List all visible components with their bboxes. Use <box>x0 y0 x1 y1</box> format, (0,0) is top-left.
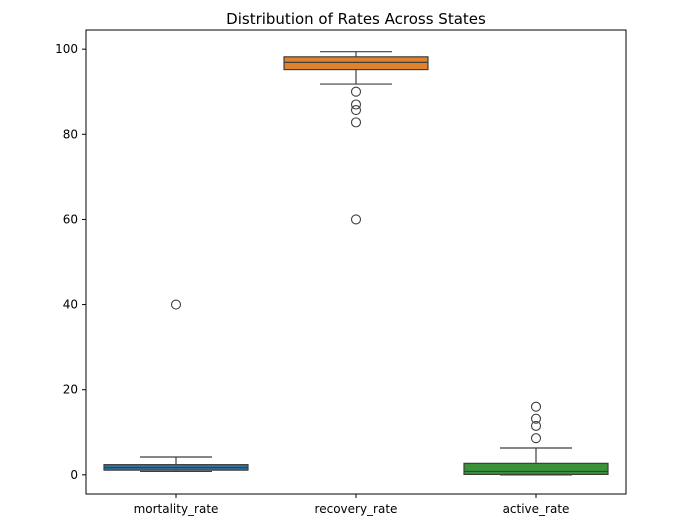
outlier-point <box>530 420 542 431</box>
outlier-point <box>350 104 362 116</box>
plot-area: 0 20 40 60 80 100 mortality_rate recovery_rate a… <box>55 42 609 516</box>
x-tick-label: recovery_rate <box>315 502 398 516</box>
y-tick-label: 80 <box>63 127 78 141</box>
outlier-point <box>170 299 182 310</box>
outlier-point <box>530 433 542 444</box>
y-tick-label: 20 <box>63 383 78 397</box>
y-tick-label: 60 <box>63 212 78 226</box>
outlier-point <box>530 401 542 412</box>
plot-frame <box>85 29 627 495</box>
chart-title: Distribution of Rates Across States <box>226 10 486 28</box>
box-recovery_rate <box>283 56 429 71</box>
outlier-point <box>350 86 362 97</box>
outlier-point <box>350 99 362 110</box>
y-tick-label: 40 <box>63 298 78 312</box>
y-tick-label: 0 <box>70 468 78 482</box>
outlier-point <box>350 214 362 225</box>
outlier-point <box>350 117 362 128</box>
box-active_rate <box>463 462 609 476</box>
x-tick-label: mortality_rate <box>134 502 219 516</box>
y-tick-label: 100 <box>55 42 78 56</box>
outlier-point <box>530 413 542 424</box>
x-tick-label: active_rate <box>503 502 570 516</box>
